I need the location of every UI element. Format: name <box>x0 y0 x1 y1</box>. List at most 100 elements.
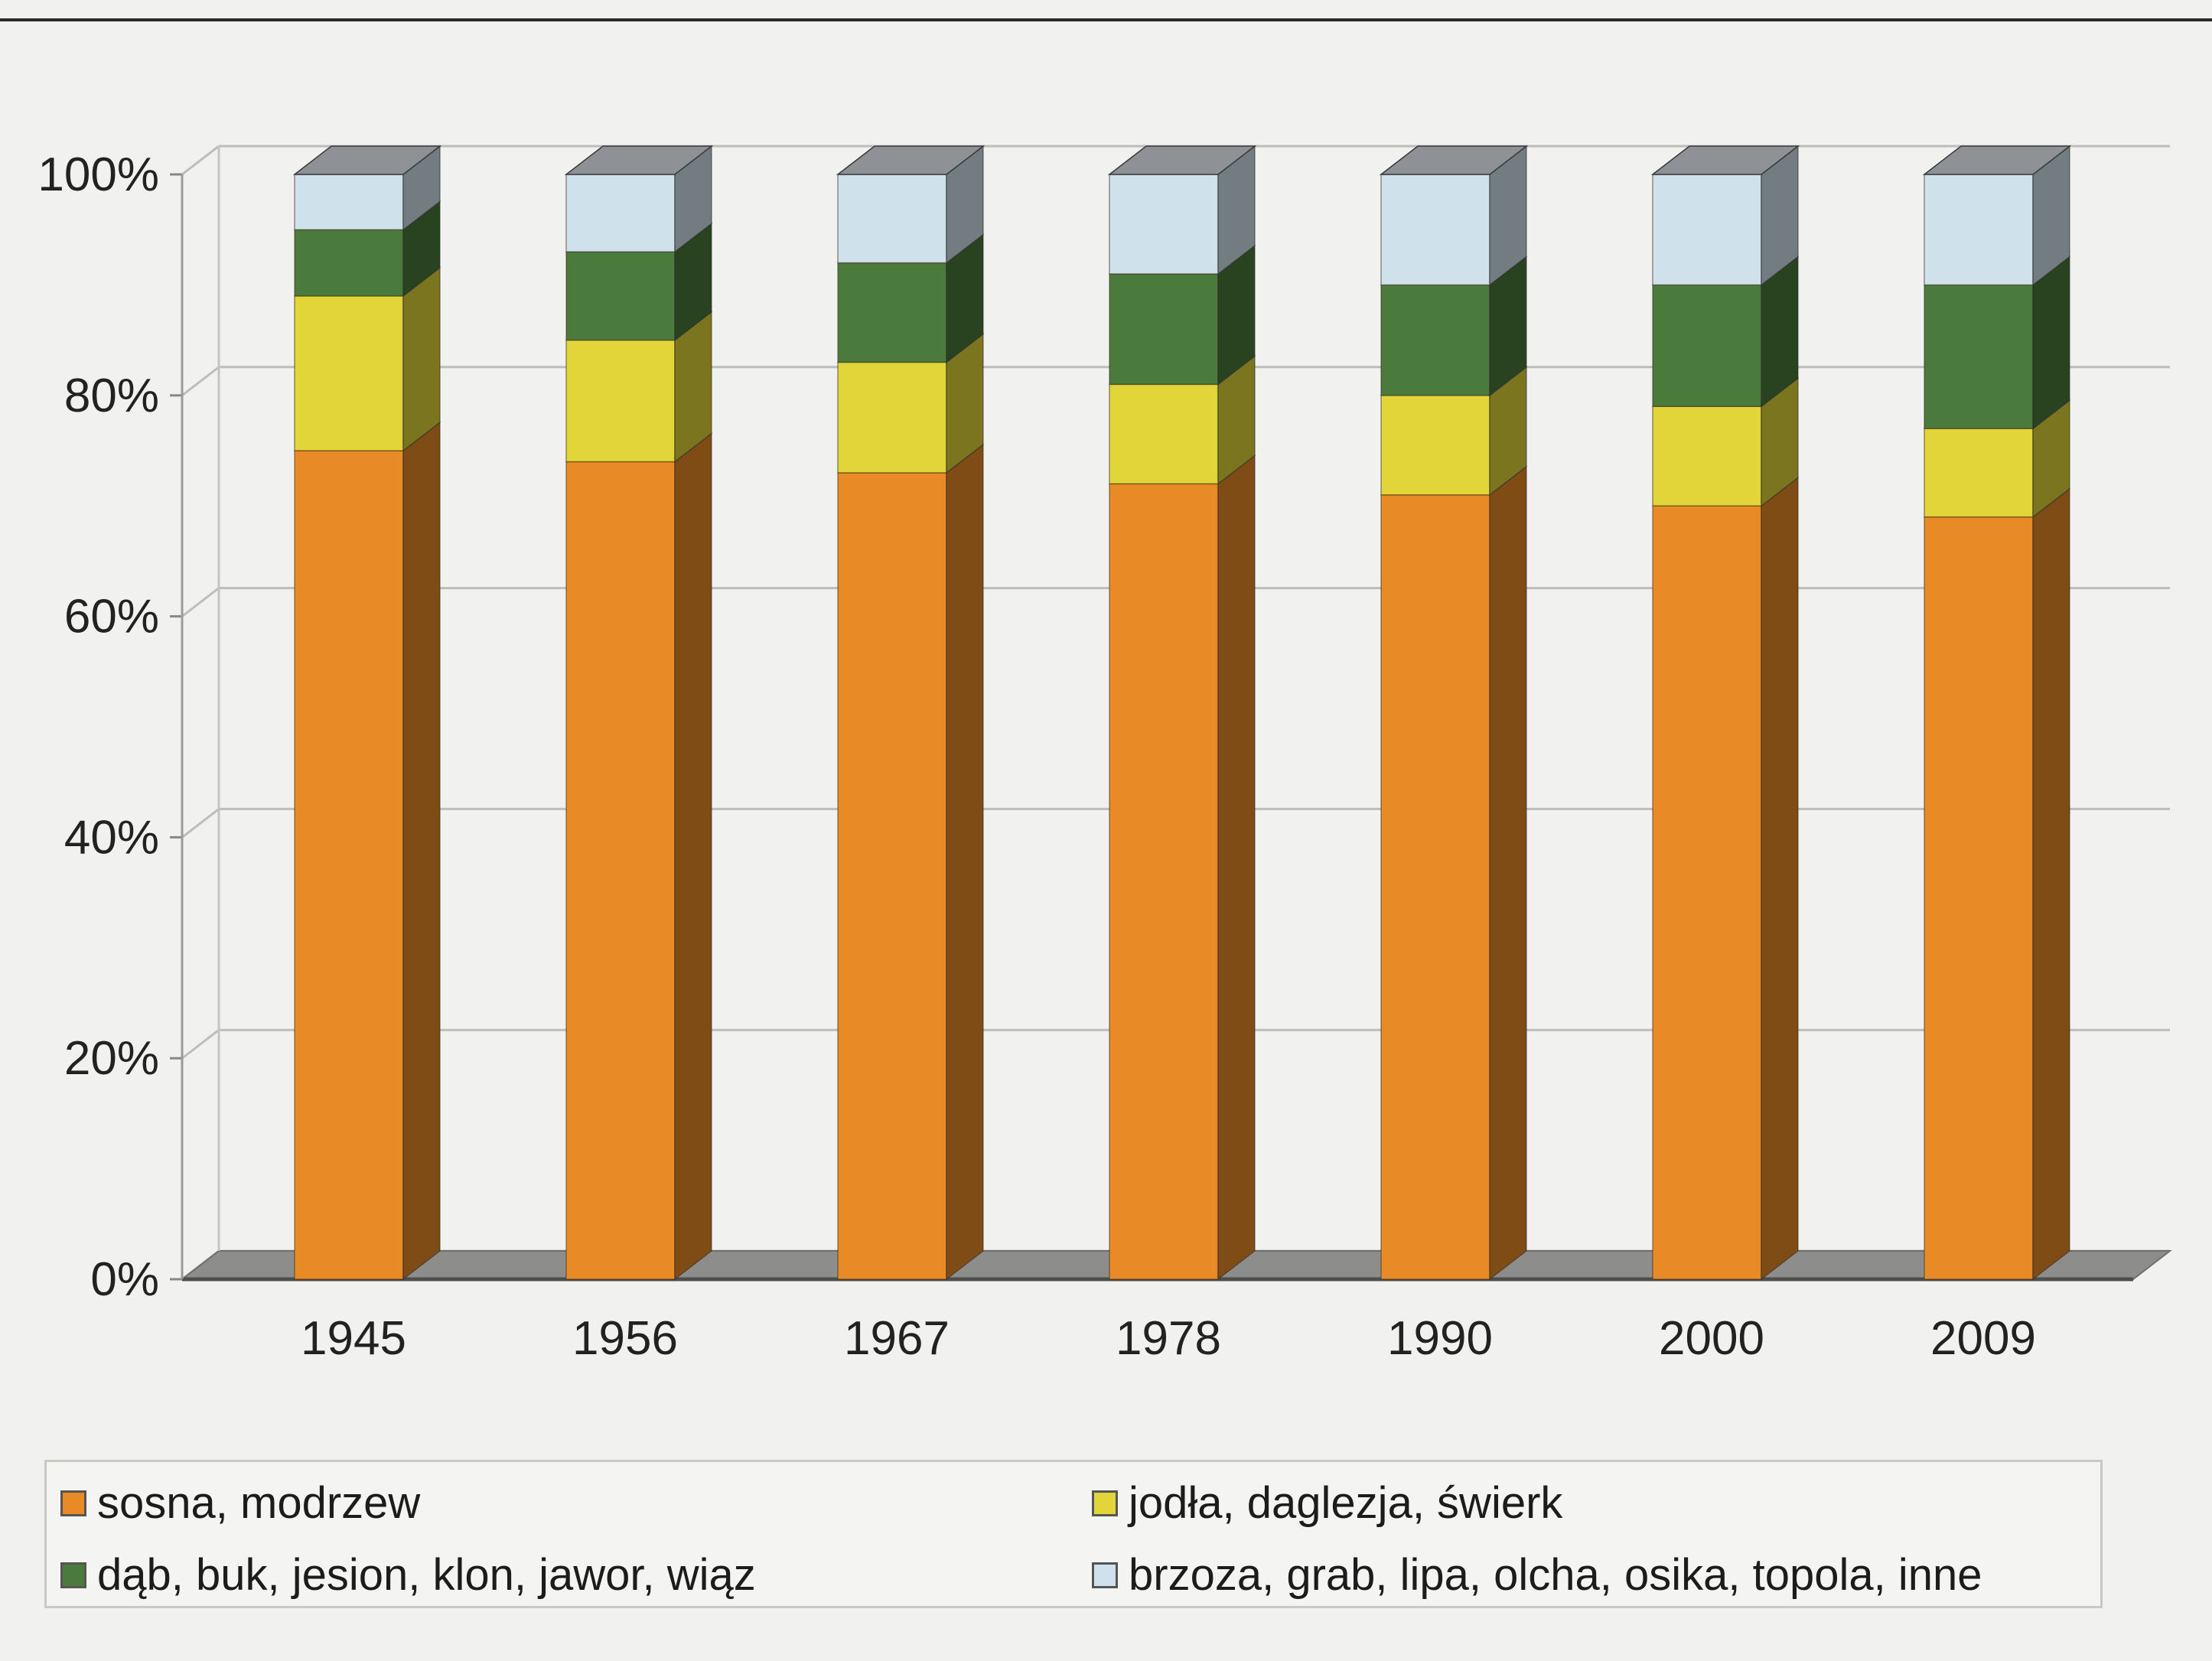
gridline-side <box>181 587 220 617</box>
legend-swatch-jodla <box>1092 1490 1118 1516</box>
y-axis: 0% 20% 40% 60% 80% 100% <box>37 146 220 1306</box>
x-tick-label: 2000 <box>1659 1312 1764 1365</box>
bar-segment <box>1924 255 2070 430</box>
bar-face <box>1924 516 2034 1280</box>
y-tick-label: 40% <box>64 811 159 864</box>
bar-face <box>1109 383 1219 485</box>
bar-side <box>946 443 984 1281</box>
bar-face <box>1109 174 1219 275</box>
x-tick-label: 2009 <box>1930 1312 2036 1365</box>
bar-segment <box>565 432 712 1281</box>
legend-label-jodla: jodła, daglezja, świerk <box>1129 1478 1563 1528</box>
x-tick-label: 1945 <box>301 1312 406 1365</box>
bar-face <box>1652 505 1762 1280</box>
bar-segment <box>1922 145 2072 286</box>
bar-segment <box>1380 366 1527 497</box>
bar-face <box>837 361 947 474</box>
bar-side <box>1489 465 1527 1281</box>
bar-segment <box>294 421 441 1281</box>
bar-segment <box>1652 255 1799 408</box>
bar-segment <box>837 233 984 364</box>
bar-face <box>565 461 676 1280</box>
bar-top <box>1107 145 1257 175</box>
bar-side <box>1761 476 1799 1281</box>
bars <box>292 145 2072 1281</box>
bar-stack-1967 <box>836 145 985 1281</box>
bar-face <box>837 262 947 363</box>
legend-swatch-brzoza <box>1092 1562 1118 1588</box>
bar-face <box>1109 483 1219 1280</box>
bar-face <box>565 339 676 463</box>
legend-label-brzoza: brzoza, grab, lipa, olcha, osika, topola… <box>1129 1550 1982 1600</box>
bar-segment <box>836 145 985 265</box>
bar-segment <box>1924 487 2070 1281</box>
x-tick-label: 1978 <box>1116 1312 1221 1365</box>
legend-label-dab: dąb, buk, jesion, klon, jawor, wiąz <box>97 1550 756 1600</box>
bar-side <box>1217 454 1256 1281</box>
bar-segment <box>294 266 441 452</box>
bar-segment <box>565 311 712 463</box>
bar-segment <box>1380 255 1527 397</box>
bar-segment <box>1650 145 1800 286</box>
bar-segment <box>1652 376 1799 507</box>
bar-top <box>836 145 985 175</box>
bar-face <box>1652 284 1762 407</box>
bar-top <box>292 145 442 175</box>
bar-segment <box>1109 454 1256 1281</box>
bar-stack-1990 <box>1379 145 1529 1281</box>
bar-face <box>1924 284 2034 429</box>
bar-face <box>294 450 404 1280</box>
bar-segment <box>837 443 984 1281</box>
legend-item-dab: dąb, buk, jesion, klon, jawor, wiąz <box>60 1549 756 1601</box>
bar-face <box>294 295 404 451</box>
gridline-side <box>181 1029 220 1060</box>
bar-side <box>402 266 441 452</box>
bar-face <box>1380 284 1490 396</box>
y-tick-label: 100% <box>37 148 159 201</box>
bar-segment <box>292 145 442 231</box>
bar-face <box>1924 428 2034 518</box>
bar-segment <box>565 222 712 342</box>
x-tick-label: 1990 <box>1387 1312 1493 1365</box>
y-tick-label: 0% <box>90 1253 159 1306</box>
x-axis: 1945 1956 1967 1978 1990 2000 2009 <box>301 1312 2036 1365</box>
legend-item-brzoza: brzoza, grab, lipa, olcha, osika, topola… <box>1092 1549 1982 1601</box>
y-tick-label: 80% <box>64 370 159 422</box>
bar-face <box>837 174 947 264</box>
legend-swatch-dab <box>60 1562 86 1588</box>
bar-segment <box>1652 476 1799 1281</box>
bar-side <box>2032 487 2070 1281</box>
bar-stack-1956 <box>564 145 714 1281</box>
bar-face <box>1380 174 1490 286</box>
gridline-side <box>181 366 220 396</box>
legend-label-sosna: sosna, modrzew <box>97 1478 421 1528</box>
bar-segment <box>837 332 984 474</box>
bar-segment <box>1924 399 2070 519</box>
bar-segment <box>1109 244 1256 386</box>
bar-top <box>1650 145 1800 175</box>
bar-side <box>674 432 712 1281</box>
bar-segment <box>1380 465 1527 1281</box>
legend-item-jodla: jodła, daglezja, świerk <box>1092 1477 1562 1529</box>
bar-stack-2000 <box>1650 145 1800 1281</box>
bar-segment <box>1109 354 1256 485</box>
bar-stack-1945 <box>292 145 442 1281</box>
bar-face <box>1380 494 1490 1280</box>
bar-side <box>402 421 441 1281</box>
y-tick-label: 60% <box>64 591 159 643</box>
gridline-side <box>181 145 220 176</box>
bar-face <box>565 174 676 252</box>
bar-face <box>1652 405 1762 506</box>
bar-top <box>1922 145 2072 175</box>
legend-swatch-sosna <box>60 1490 86 1516</box>
x-tick-label: 1967 <box>844 1312 950 1365</box>
bar-face <box>837 472 947 1280</box>
bar-face <box>294 229 404 297</box>
bar-top <box>1379 145 1529 175</box>
bar-face <box>1109 273 1219 386</box>
bar-top <box>564 145 714 175</box>
bar-face <box>565 251 676 341</box>
legend-item-sosna: sosna, modrzew <box>60 1477 420 1529</box>
bar-stack-2009 <box>1922 145 2072 1281</box>
